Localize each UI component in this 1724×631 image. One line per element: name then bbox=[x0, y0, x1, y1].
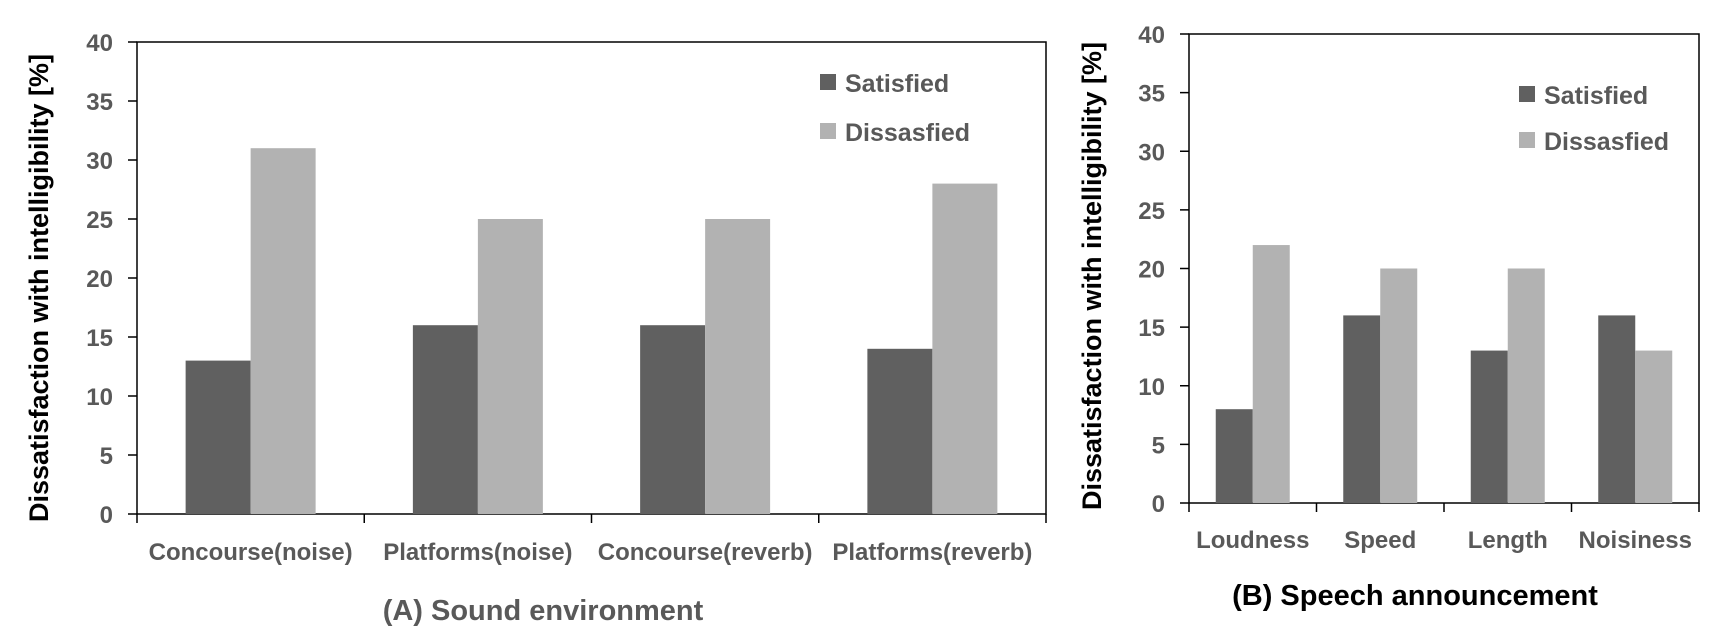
chart-a-y-tick-label: 25 bbox=[86, 207, 113, 234]
chart-b-bar-dissasfied-3 bbox=[1635, 350, 1673, 503]
chart-a-x-category-label: Concourse(reverb) bbox=[598, 539, 813, 566]
chart-a-bar-dissasfied-2 bbox=[705, 219, 771, 514]
chart-b-y-tick-label: 0 bbox=[1152, 491, 1165, 518]
chart-a-y-tick-label: 10 bbox=[86, 384, 113, 411]
chart-b-y-tick-label: 35 bbox=[1138, 81, 1165, 108]
chart-a-y-tick-label: 40 bbox=[86, 30, 113, 57]
chart-a-bar-satisfied-3 bbox=[867, 348, 933, 514]
chart-b-bar-dissasfied-1 bbox=[1380, 268, 1418, 503]
chart-a-x-category-label: Platforms(noise) bbox=[383, 539, 572, 566]
chart-b-y-tick-label: 30 bbox=[1138, 139, 1165, 166]
chart-b-y-tick-label: 5 bbox=[1152, 432, 1165, 459]
chart-a-y-tick-label: 0 bbox=[100, 502, 113, 529]
chart-a-y-tick-label: 35 bbox=[86, 89, 113, 116]
chart-b-legend-label-satisfied: Satisfied bbox=[1544, 82, 1648, 110]
chart-a-y-tick-label: 15 bbox=[86, 325, 113, 352]
chart-b-x-category-label: Noisiness bbox=[1579, 527, 1692, 554]
chart-a-bar-dissasfied-3 bbox=[932, 183, 998, 514]
chart-a-plot: 0 5 10 15 20 25 30 35 40 Concourse(noise) Platform… bbox=[86, 30, 1047, 566]
chart-b-plot: 0 5 10 15 20 25 30 35 40 Loudness Speed Length Noisi… bbox=[1138, 22, 1700, 554]
chart-a-x-category-label: Platforms(reverb) bbox=[832, 539, 1032, 566]
chart-b-x-category-label: Speed bbox=[1344, 527, 1416, 554]
chart-b-bar-satisfied-2 bbox=[1470, 350, 1508, 503]
chart-b-legend-label-dissasfied: Dissasfied bbox=[1544, 128, 1669, 156]
chart-a-bar-satisfied-0 bbox=[185, 360, 251, 514]
chart-a-bar-dissasfied-1 bbox=[477, 219, 543, 514]
chart-b-y-tick-label: 40 bbox=[1138, 22, 1165, 49]
chart-a-legend-label-satisfied: Satisfied bbox=[845, 70, 949, 98]
chart-a-bar-dissasfied-0 bbox=[250, 148, 316, 514]
chart-b-bar-satisfied-0 bbox=[1215, 409, 1253, 503]
chart-b-x-category-label: Length bbox=[1468, 527, 1548, 554]
chart-a-subtitle: (A) Sound environment bbox=[383, 595, 704, 627]
chart-a-bar-satisfied-2 bbox=[640, 325, 706, 514]
chart-b-legend-swatch-satisfied bbox=[1519, 86, 1535, 102]
chart-a-y-tick-label: 20 bbox=[86, 266, 113, 293]
chart-a-y-tick-label: 30 bbox=[86, 148, 113, 175]
chart-a-x-category-label: Concourse(noise) bbox=[149, 539, 353, 566]
chart-b: Dissatisfaction with intelligibility [%]… bbox=[1077, 22, 1700, 612]
chart-b-y-tick-label: 25 bbox=[1138, 198, 1165, 225]
chart-b-y-axis-label: Dissatisfaction with intelligibility [%] bbox=[1077, 42, 1107, 510]
chart-b-bar-dissasfied-0 bbox=[1252, 245, 1290, 504]
chart-a: Dissatisfaction with intelligibility [%]… bbox=[24, 30, 1047, 627]
chart-b-bar-satisfied-3 bbox=[1598, 315, 1636, 503]
chart-b-bar-satisfied-1 bbox=[1343, 315, 1381, 503]
chart-a-legend-swatch-dissasfied bbox=[820, 123, 836, 139]
chart-b-legend-swatch-dissasfied bbox=[1519, 132, 1535, 148]
chart-b-x-category-label: Loudness bbox=[1196, 527, 1309, 554]
chart-b-subtitle: (B) Speech announcement bbox=[1232, 580, 1598, 612]
chart-b-bar-dissasfied-2 bbox=[1507, 268, 1545, 503]
chart-a-legend-label-dissasfied: Dissasfied bbox=[845, 119, 970, 147]
chart-a-bar-satisfied-1 bbox=[412, 325, 478, 514]
chart-a-y-tick-label: 5 bbox=[100, 443, 113, 470]
chart-b-y-tick-label: 10 bbox=[1138, 374, 1165, 401]
chart-b-y-tick-label: 20 bbox=[1138, 257, 1165, 284]
chart-a-y-axis-label: Dissatisfaction with intelligibility [%] bbox=[24, 54, 54, 522]
chart-a-legend-swatch-satisfied bbox=[820, 74, 836, 90]
chart-b-y-tick-label: 15 bbox=[1138, 315, 1165, 342]
